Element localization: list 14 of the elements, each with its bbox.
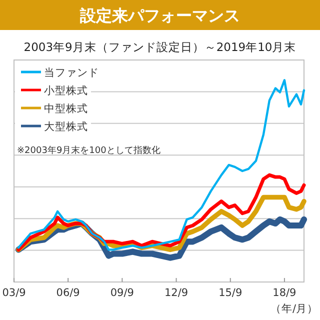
- legend-label: 当ファンド: [44, 67, 99, 79]
- chart-subtitle: 2003年9月末（ファンド設定日）～2019年10月末: [24, 40, 296, 54]
- x-axis-title: （年/月）: [270, 303, 318, 315]
- x-tick-label: 12/9: [164, 287, 188, 299]
- x-tick-label: 15/9: [218, 287, 242, 299]
- chart-title: 設定来パフォーマンス: [79, 6, 240, 25]
- annotation: ※2003年9月末を100として指数化: [17, 145, 160, 156]
- x-tick-label: 18/9: [272, 287, 296, 299]
- x-tick-label: 09/9: [110, 287, 134, 299]
- legend-label: 大型株式: [44, 120, 88, 133]
- legend-label: 中型株式: [44, 102, 88, 115]
- legend-label: 小型株式: [44, 84, 88, 97]
- x-tick-label: 03/9: [2, 287, 26, 299]
- x-tick-label: 06/9: [56, 287, 80, 299]
